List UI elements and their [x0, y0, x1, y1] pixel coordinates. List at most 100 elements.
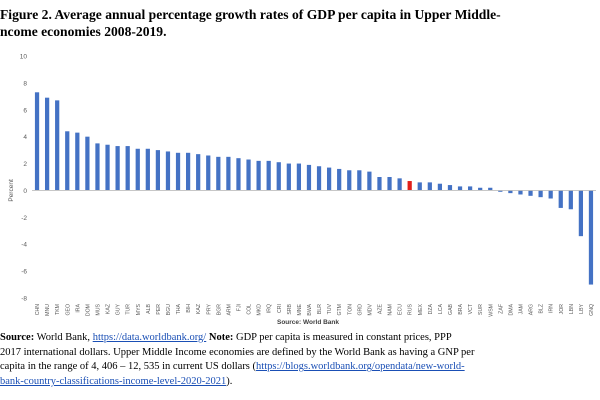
- blog-link-part-1[interactable]: https://blogs.worldbank.org/opendata/new…: [256, 361, 465, 373]
- category-label: BGU: [166, 304, 172, 315]
- category-label: BWA: [307, 303, 313, 315]
- category-label: TUR: [126, 304, 132, 315]
- category-label: SUR: [478, 304, 484, 315]
- bar: [155, 150, 161, 191]
- bar: [417, 182, 422, 191]
- y-tick-label: -4: [21, 242, 27, 249]
- category-label: BRA: [458, 303, 464, 314]
- y-tick-label: -2: [21, 215, 27, 222]
- category-label: RUS: [408, 303, 414, 314]
- y-tick-label: -6: [21, 269, 27, 276]
- bar: [387, 177, 392, 191]
- category-label: GUY: [116, 303, 122, 315]
- category-label: MEX: [418, 303, 424, 315]
- bar: [95, 143, 100, 191]
- bar: [216, 156, 221, 191]
- category-label: JOR: [559, 304, 565, 315]
- y-tick-label: 0: [23, 188, 27, 195]
- caption-line-2: ncome economies 2008-2019.: [0, 24, 167, 39]
- category-label: BIH: [186, 304, 192, 313]
- bar: [568, 190, 573, 210]
- category-label: THA: [176, 303, 182, 314]
- bar: [266, 160, 271, 191]
- source-label: Source:: [0, 332, 35, 343]
- category-label: LBY: [579, 303, 585, 313]
- bar: [276, 162, 281, 191]
- source-link[interactable]: https://data.worldbank.org/: [92, 332, 207, 343]
- category-label: MKD: [257, 304, 263, 316]
- bar: [125, 146, 130, 191]
- bar: [246, 159, 251, 191]
- category-label: ARG: [529, 304, 535, 315]
- category-label: CHN: [35, 304, 41, 315]
- category-label: BLR: [317, 304, 323, 314]
- y-tick-label: 8: [23, 80, 27, 87]
- bar: [357, 170, 362, 191]
- bar: [286, 163, 291, 191]
- bar: [588, 190, 594, 285]
- bar: [296, 163, 302, 191]
- note-text-1: GDP per capita is measured in constant p…: [233, 332, 452, 343]
- bar: [34, 92, 40, 191]
- y-tick-label: 6: [23, 107, 27, 114]
- category-label: MNE: [297, 303, 303, 315]
- category-label: TON: [347, 304, 353, 315]
- category-label: BGR: [216, 304, 222, 315]
- bar: [447, 185, 453, 191]
- bar: [105, 144, 110, 191]
- bar: [316, 166, 322, 191]
- category-label: NAM: [388, 304, 394, 316]
- category-label: LCA: [438, 303, 444, 314]
- bar: [467, 186, 473, 191]
- bar: [115, 146, 120, 191]
- bar: [528, 190, 533, 196]
- category-label: MYS: [136, 303, 142, 315]
- category-label: TUV: [327, 303, 333, 314]
- category-label: KAZ: [196, 304, 202, 314]
- figure-caption: Figure 2. Average annual percentage grow…: [0, 6, 600, 40]
- caption-line-1: Figure 2. Average annual percentage grow…: [0, 7, 501, 22]
- notes-line-4-text: ).: [226, 375, 233, 387]
- bar: [145, 148, 150, 191]
- bar: [367, 171, 372, 191]
- bar: [236, 158, 241, 191]
- bar: [306, 164, 312, 191]
- y-axis-title: Percent: [8, 179, 15, 202]
- bar: [44, 97, 50, 191]
- note-label: Note:: [206, 332, 234, 343]
- category-label: KAZ: [106, 304, 112, 314]
- bar: [175, 152, 181, 191]
- x-axis-title: Source: World Bank: [277, 319, 339, 326]
- y-tick-label: 10: [20, 54, 28, 61]
- bar: [326, 167, 332, 191]
- category-label: MUS: [95, 303, 101, 315]
- bar: [518, 190, 523, 195]
- bar: [55, 100, 60, 191]
- blog-link-part-2[interactable]: bank-country-classifications-income-leve…: [0, 375, 227, 387]
- bar: [196, 154, 201, 191]
- category-label: CRI: [277, 304, 283, 313]
- category-label: BLZ: [539, 304, 545, 314]
- category-label: GEO: [65, 304, 71, 316]
- y-tick-label: 2: [23, 161, 27, 168]
- notes-line-4: bank-country-classifications-income-leve…: [0, 375, 600, 390]
- category-label: TKM: [55, 304, 61, 315]
- bar: [578, 190, 584, 237]
- bar: [407, 181, 412, 191]
- category-label: AZE: [377, 303, 383, 314]
- category-label: GTM: [337, 304, 343, 316]
- notes-line-2: 2017 international dollars. Upper Middle…: [0, 346, 475, 358]
- bar: [377, 177, 382, 191]
- notes-line-1: Source: World Bank, https://data.worldba…: [0, 331, 600, 346]
- bar: [85, 136, 90, 191]
- bar: [478, 187, 483, 191]
- bar-chart: -8 -6 -4 -2 0 2 4 6 8 10 Percent CHN MNU TKM GEO IRA DOM…: [8, 54, 596, 326]
- bar: [65, 131, 70, 191]
- category-label: ZAF: [498, 304, 504, 314]
- bar: [206, 155, 211, 191]
- category-label: MNU: [45, 304, 51, 316]
- bar: [508, 190, 513, 194]
- bar: [538, 190, 543, 198]
- bar: [185, 152, 191, 191]
- category-label: VCT: [468, 303, 474, 314]
